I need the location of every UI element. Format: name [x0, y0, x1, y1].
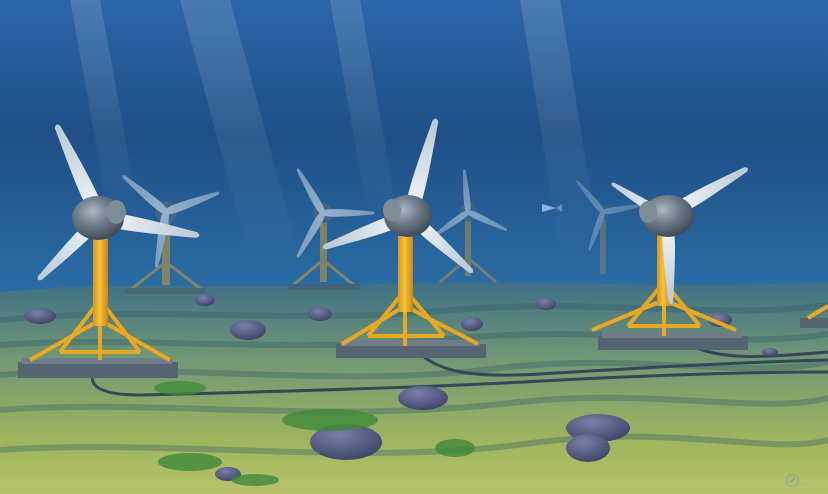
tidal-turbine-left: [18, 121, 201, 378]
partial-turbine-edge: [800, 304, 828, 328]
seabed-rocks: [24, 294, 778, 481]
background-turbine: [430, 168, 509, 284]
background-turbine: [288, 166, 375, 290]
background-turbine: [119, 172, 221, 294]
water-background: [0, 0, 828, 300]
circle-logo-icon: [785, 474, 799, 487]
watermark-text: ...: [801, 475, 810, 486]
watermark: ...: [785, 474, 810, 487]
tidal-turbine-center: [320, 116, 486, 358]
tidal-turbine-right: [591, 162, 752, 350]
fish: [542, 204, 562, 212]
background-turbine: [574, 178, 645, 274]
light-rays: [70, 0, 600, 260]
seaweed-patches: [154, 381, 475, 486]
